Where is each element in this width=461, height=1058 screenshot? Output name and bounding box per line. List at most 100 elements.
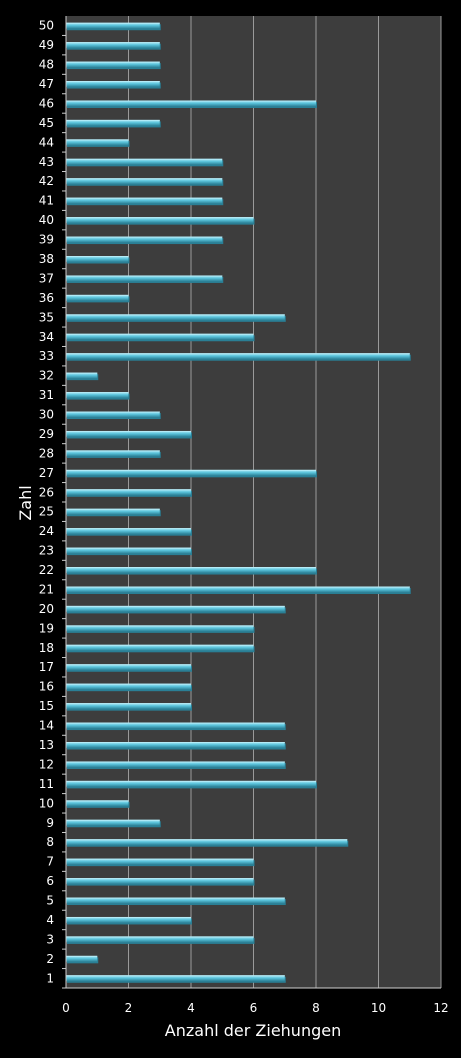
bar-42 — [66, 178, 223, 185]
bar-group — [66, 508, 161, 517]
x-tick-label: 2 — [125, 1001, 133, 1015]
bar-48 — [66, 61, 160, 68]
bar-18 — [66, 644, 254, 651]
bar-group — [66, 392, 130, 400]
y-tick-label: 28 — [39, 446, 54, 460]
x-tick-label: 6 — [250, 1001, 258, 1015]
bar-group — [66, 742, 286, 750]
bar-group — [66, 547, 192, 556]
bar-group — [66, 800, 130, 808]
bar-group — [66, 197, 224, 206]
y-tick-label: 34 — [39, 330, 54, 344]
bar-group — [66, 839, 349, 847]
y-tick-label: 36 — [39, 291, 54, 305]
bar-group — [66, 411, 161, 420]
y-tick-label: 13 — [39, 738, 54, 752]
y-tick-label: 38 — [39, 252, 54, 266]
bar-group — [66, 644, 255, 653]
y-tick-label: 30 — [39, 408, 54, 422]
y-tick-label: 11 — [39, 777, 54, 791]
bars — [66, 22, 411, 983]
y-tick-label: 50 — [39, 19, 54, 33]
bar-group — [66, 625, 255, 633]
bar-group — [66, 217, 255, 225]
bar-46 — [66, 100, 316, 107]
bar-1 — [66, 975, 285, 982]
y-tick-label: 37 — [39, 271, 54, 285]
bar-4 — [66, 916, 191, 923]
bar-47 — [66, 81, 160, 88]
bar-23 — [66, 547, 191, 554]
y-tick-label: 47 — [39, 77, 54, 91]
bar-44 — [66, 139, 129, 146]
y-tick-labels: 1234567891011121314151617181920212223242… — [39, 19, 66, 989]
y-tick-label: 21 — [39, 582, 54, 596]
bar-12 — [66, 761, 285, 768]
bar-31 — [66, 392, 129, 399]
bar-group — [66, 664, 192, 672]
bar-group — [66, 139, 130, 147]
bar-15 — [66, 703, 191, 710]
bar-group — [66, 100, 317, 108]
gridlines — [128, 16, 442, 988]
bar-group — [66, 586, 411, 594]
y-tick-label: 44 — [39, 135, 54, 149]
y-tick-label: 17 — [39, 660, 54, 674]
y-tick-label: 26 — [39, 485, 54, 499]
bar-group — [66, 780, 317, 789]
y-tick-label: 31 — [39, 388, 54, 402]
bar-group — [66, 61, 161, 70]
bar-group — [66, 975, 286, 983]
bar-group — [66, 256, 130, 264]
bar-29 — [66, 430, 191, 437]
bar-41 — [66, 197, 223, 204]
bar-group — [66, 528, 192, 536]
bar-19 — [66, 625, 254, 632]
bar-40 — [66, 217, 254, 224]
y-tick-label: 32 — [39, 369, 54, 383]
x-tick-label: 8 — [312, 1001, 320, 1015]
bar-20 — [66, 605, 285, 612]
y-tick-label: 41 — [39, 194, 54, 208]
y-tick-label: 48 — [39, 58, 54, 72]
y-tick-label: 10 — [39, 796, 54, 810]
bar-9 — [66, 819, 160, 826]
y-tick-label: 1 — [46, 971, 54, 985]
bar-21 — [66, 586, 410, 593]
bar-group — [66, 722, 286, 731]
y-tick-label: 46 — [39, 96, 54, 110]
bar-group — [66, 955, 99, 964]
y-tick-label: 45 — [39, 116, 54, 130]
bar-group — [66, 450, 161, 458]
bar-group — [66, 314, 286, 322]
bar-10 — [66, 800, 129, 807]
bar-group — [66, 916, 192, 925]
y-tick-label: 40 — [39, 213, 54, 227]
y-tick-label: 22 — [39, 563, 54, 577]
y-tick-label: 49 — [39, 38, 54, 52]
x-tick-label: 0 — [62, 1001, 70, 1015]
bar-28 — [66, 450, 160, 457]
y-tick-label: 7 — [46, 855, 54, 869]
bar-38 — [66, 256, 129, 262]
y-tick-label: 27 — [39, 466, 54, 480]
bar-50 — [66, 22, 160, 29]
bar-37 — [66, 275, 223, 282]
bar-group — [66, 119, 161, 128]
y-tick-label: 8 — [46, 835, 54, 849]
y-tick-label: 35 — [39, 310, 54, 324]
bar-8 — [66, 839, 348, 846]
x-tick-label: 10 — [371, 1001, 386, 1015]
bar-group — [66, 294, 130, 303]
bar-43 — [66, 158, 223, 165]
y-tick-label: 3 — [46, 932, 54, 946]
y-tick-label: 6 — [46, 874, 54, 888]
y-tick-label: 2 — [46, 952, 54, 966]
bar-35 — [66, 314, 285, 321]
y-tick-label: 16 — [39, 680, 54, 694]
bar-group — [66, 897, 286, 906]
bar-group — [66, 42, 161, 50]
x-tick-label: 12 — [433, 1001, 448, 1015]
bar-5 — [66, 897, 285, 904]
